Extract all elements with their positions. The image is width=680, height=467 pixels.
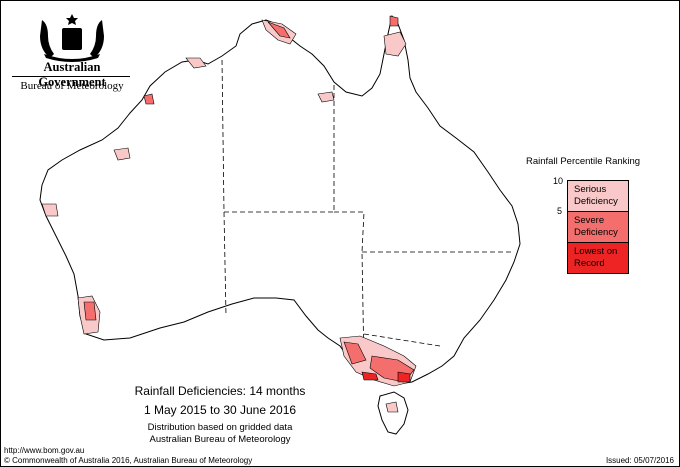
copyright-text: © Commonwealth of Australia 2016, Austra… — [4, 456, 253, 465]
tasmania-outline — [377, 391, 409, 435]
legend-severe: Severe Deficiency — [567, 211, 629, 242]
legend-tick: 5 — [557, 206, 563, 216]
deficiency-serious-region — [41, 203, 59, 217]
bom-url-link[interactable]: http://www.bom.gov.au — [4, 446, 85, 455]
state-borders — [221, 59, 512, 367]
deficiency-severe-region — [83, 301, 97, 321]
legend-serious-label2: Deficiency — [574, 196, 618, 207]
legend-severe-label2: Deficiency — [574, 227, 618, 238]
header-divider — [12, 76, 130, 77]
coat-of-arms-icon — [40, 14, 104, 62]
deficiency-serious-region — [113, 147, 131, 161]
deficiency-areas — [41, 15, 417, 413]
legend-lowest: Lowest on Record — [567, 242, 629, 274]
map-note: Distribution based on gridded data — [147, 422, 293, 433]
map-period: 1 May 2015 to 30 June 2016 — [143, 403, 297, 417]
deficiency-serious-region — [317, 91, 335, 103]
deficiency-severe-region — [343, 341, 367, 365]
issued-date: Issued: 05/07/2016 — [605, 456, 674, 465]
legend-title: Rainfall Percentile Ranking — [526, 156, 641, 167]
deficiency-severe-region — [267, 21, 291, 39]
legend-lowest-label1: Lowest on — [574, 246, 618, 257]
legend-tick: 10 — [553, 176, 564, 186]
legend-serious-label1: Serious — [574, 184, 607, 195]
legend: Serious Deficiency Severe Deficiency Low… — [567, 180, 629, 274]
deficiency-severe-region — [143, 93, 155, 105]
deficiency-serious-region — [185, 57, 207, 69]
deficiency-severe-region — [389, 15, 399, 27]
legend-serious: Serious Deficiency — [567, 180, 629, 211]
map-source: Australian Bureau of Meteorology — [149, 434, 291, 445]
legend-lowest-label2: Record — [574, 258, 605, 269]
map-title: Rainfall Deficiencies: 14 months — [134, 384, 306, 398]
bureau-title: Bureau of Meteorology — [20, 80, 124, 92]
deficiency-lowest-region — [361, 371, 379, 381]
deficiency-serious-region — [383, 31, 407, 57]
government-title: Australian Government — [38, 60, 106, 89]
deficiency-lowest-region — [397, 371, 411, 383]
mainland-outline — [39, 14, 521, 385]
legend-severe-label1: Severe — [574, 215, 605, 226]
deficiency-serious-region — [385, 401, 399, 413]
